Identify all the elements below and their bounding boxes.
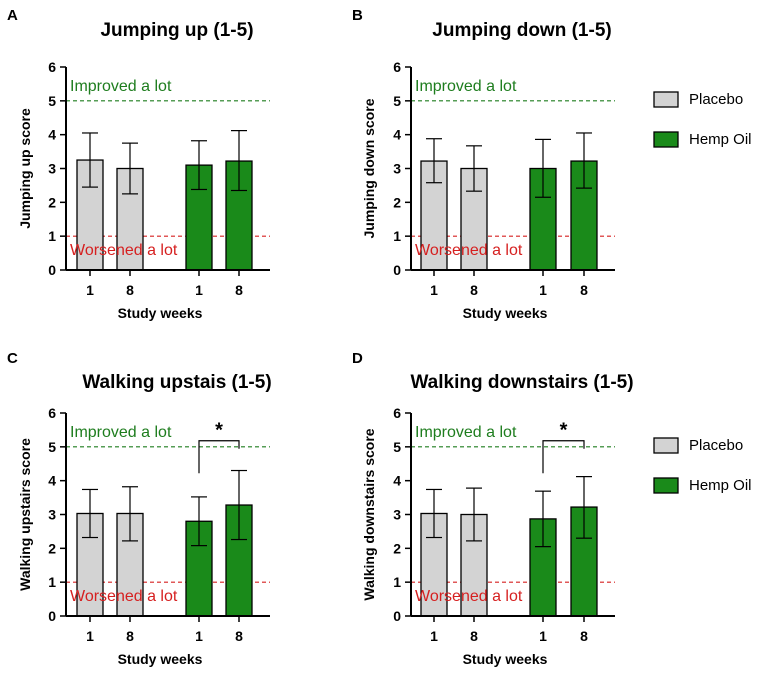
worsened-label: Worsened a lot — [415, 242, 523, 259]
x-tick-label: 8 — [580, 282, 588, 298]
x-tick-label: 1 — [195, 628, 203, 644]
chart-panel-d: D Walking downstairs (1-5) Improved a lot W… — [352, 350, 634, 667]
panel-letter: B — [352, 7, 363, 24]
chart-title: Jumping down (1-5) — [432, 20, 611, 41]
x-tick-label: 8 — [126, 282, 134, 298]
improved-label: Improved a lot — [415, 424, 517, 441]
y-tick-label: 0 — [48, 608, 56, 624]
y-tick-label: 1 — [48, 228, 56, 244]
x-tick-label: 1 — [195, 282, 203, 298]
legend-swatch — [653, 131, 679, 148]
y-tick-label: 2 — [48, 194, 56, 210]
x-tick-label: 1 — [430, 628, 438, 644]
y-tick-label: 1 — [48, 574, 56, 590]
x-tick-label: 1 — [86, 282, 94, 298]
y-tick-label: 6 — [48, 59, 56, 75]
chart-title: Walking upstais (1-5) — [82, 372, 271, 393]
significance-marker: * — [215, 420, 223, 442]
y-tick-label: 3 — [393, 507, 401, 523]
chart-title: Walking downstairs (1-5) — [410, 372, 633, 393]
y-tick-label: 4 — [393, 473, 401, 489]
y-tick-label: 5 — [48, 439, 56, 455]
x-tick-label: 1 — [86, 628, 94, 644]
panel-letter: C — [7, 350, 18, 367]
worsened-label: Worsened a lot — [415, 588, 523, 605]
y-tick-label: 4 — [393, 127, 401, 143]
y-tick-label: 5 — [393, 439, 401, 455]
legend-swatch — [653, 477, 679, 494]
x-tick-label: 8 — [126, 628, 134, 644]
legend-swatch — [653, 437, 679, 454]
y-tick-label: 3 — [48, 507, 56, 523]
x-tick-label: 8 — [580, 628, 588, 644]
x-axis-label: Study weeks — [118, 651, 203, 667]
y-axis-label: Walking upstairs score — [17, 438, 33, 591]
y-tick-label: 6 — [393, 59, 401, 75]
y-tick-label: 0 — [48, 262, 56, 278]
y-axis-label: Jumping up score — [17, 108, 33, 229]
panel-letter: A — [7, 7, 18, 24]
y-tick-label: 4 — [48, 473, 56, 489]
y-axis-label: Walking downstairs score — [361, 428, 377, 600]
legend: Placebo Hemp Oil — [653, 437, 752, 494]
x-axis-label: Study weeks — [463, 651, 548, 667]
y-tick-label: 6 — [48, 405, 56, 421]
worsened-label: Worsened a lot — [70, 242, 178, 259]
chart-panel-b: B Jumping down (1-5) Improved a lot Worsene… — [352, 7, 615, 321]
y-tick-label: 3 — [48, 161, 56, 177]
y-tick-label: 1 — [393, 574, 401, 590]
y-tick-label: 2 — [393, 540, 401, 556]
legend-label: Hemp Oil — [689, 477, 752, 494]
worsened-label: Worsened a lot — [70, 588, 178, 605]
y-tick-label: 6 — [393, 405, 401, 421]
y-tick-label: 1 — [393, 228, 401, 244]
x-tick-label: 8 — [470, 282, 478, 298]
y-axis-label: Jumping down score — [361, 98, 377, 238]
y-tick-label: 4 — [48, 127, 56, 143]
x-tick-label: 1 — [539, 282, 547, 298]
x-tick-label: 1 — [539, 628, 547, 644]
y-tick-label: 0 — [393, 262, 401, 278]
improved-label: Improved a lot — [70, 78, 172, 95]
x-tick-label: 8 — [235, 628, 243, 644]
y-tick-label: 0 — [393, 608, 401, 624]
legend-label: Placebo — [689, 91, 743, 108]
significance-marker: * — [560, 420, 568, 442]
y-tick-label: 5 — [48, 93, 56, 109]
improved-label: Improved a lot — [70, 424, 172, 441]
x-axis-label: Study weeks — [118, 305, 203, 321]
panel-letter: D — [352, 350, 363, 367]
y-tick-label: 2 — [48, 540, 56, 556]
legend-label: Placebo — [689, 437, 743, 454]
y-tick-label: 2 — [393, 194, 401, 210]
chart-panel-c: C Walking upstais (1-5) Improved a lot Wors… — [7, 350, 272, 667]
x-axis-label: Study weeks — [463, 305, 548, 321]
significance-bracket — [542, 440, 585, 474]
x-tick-label: 8 — [235, 282, 243, 298]
improved-label: Improved a lot — [415, 78, 517, 95]
x-tick-label: 8 — [470, 628, 478, 644]
legend-swatch — [653, 91, 679, 108]
significance-bracket — [198, 440, 240, 474]
chart-panel-a: A Jumping up (1-5) Improved a lot Worsened … — [7, 7, 270, 321]
x-tick-label: 1 — [430, 282, 438, 298]
y-tick-label: 5 — [393, 93, 401, 109]
chart-title: Jumping up (1-5) — [100, 20, 253, 41]
legend: Placebo Hemp Oil — [653, 91, 752, 148]
y-tick-label: 3 — [393, 161, 401, 177]
legend-label: Hemp Oil — [689, 131, 752, 148]
